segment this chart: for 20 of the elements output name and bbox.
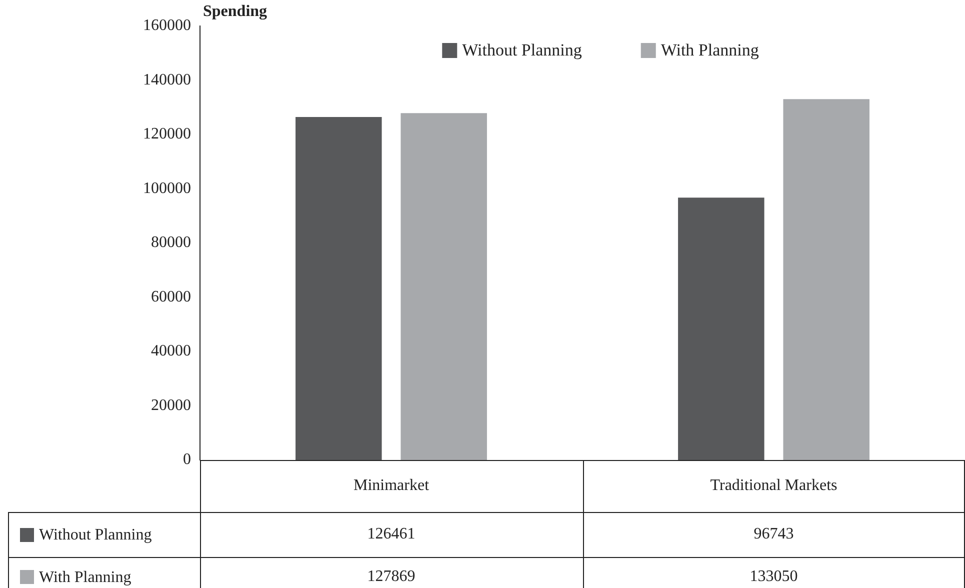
y-tick-label: 100000 <box>143 180 191 197</box>
text: With Planning <box>39 569 132 586</box>
y-tick-label: 60000 <box>151 288 191 306</box>
data-label: 96743 <box>754 526 794 543</box>
y-tick-label: 40000 <box>151 342 191 360</box>
text: Without Planning <box>39 526 152 544</box>
x-tick-label: Traditional Markets <box>710 477 838 494</box>
data-label: 133050 <box>750 568 798 586</box>
y-tick-label: 80000 <box>151 234 191 252</box>
y-tick-label: 140000 <box>143 71 191 88</box>
legend-label: With Planning <box>660 40 760 60</box>
data-label: 127869 <box>367 568 416 586</box>
data-label: 126461 <box>367 526 416 543</box>
y-tick-label: 120000 <box>143 126 191 143</box>
y-axis-title: Spending <box>203 3 268 20</box>
y-tick-label: 0 <box>183 451 191 468</box>
legend-label: Without Planning <box>462 40 582 60</box>
y-tick-label: 160000 <box>143 17 191 34</box>
y-tick-label: 20000 <box>151 396 191 414</box>
x-tick-label: Minimarket <box>353 477 430 494</box>
